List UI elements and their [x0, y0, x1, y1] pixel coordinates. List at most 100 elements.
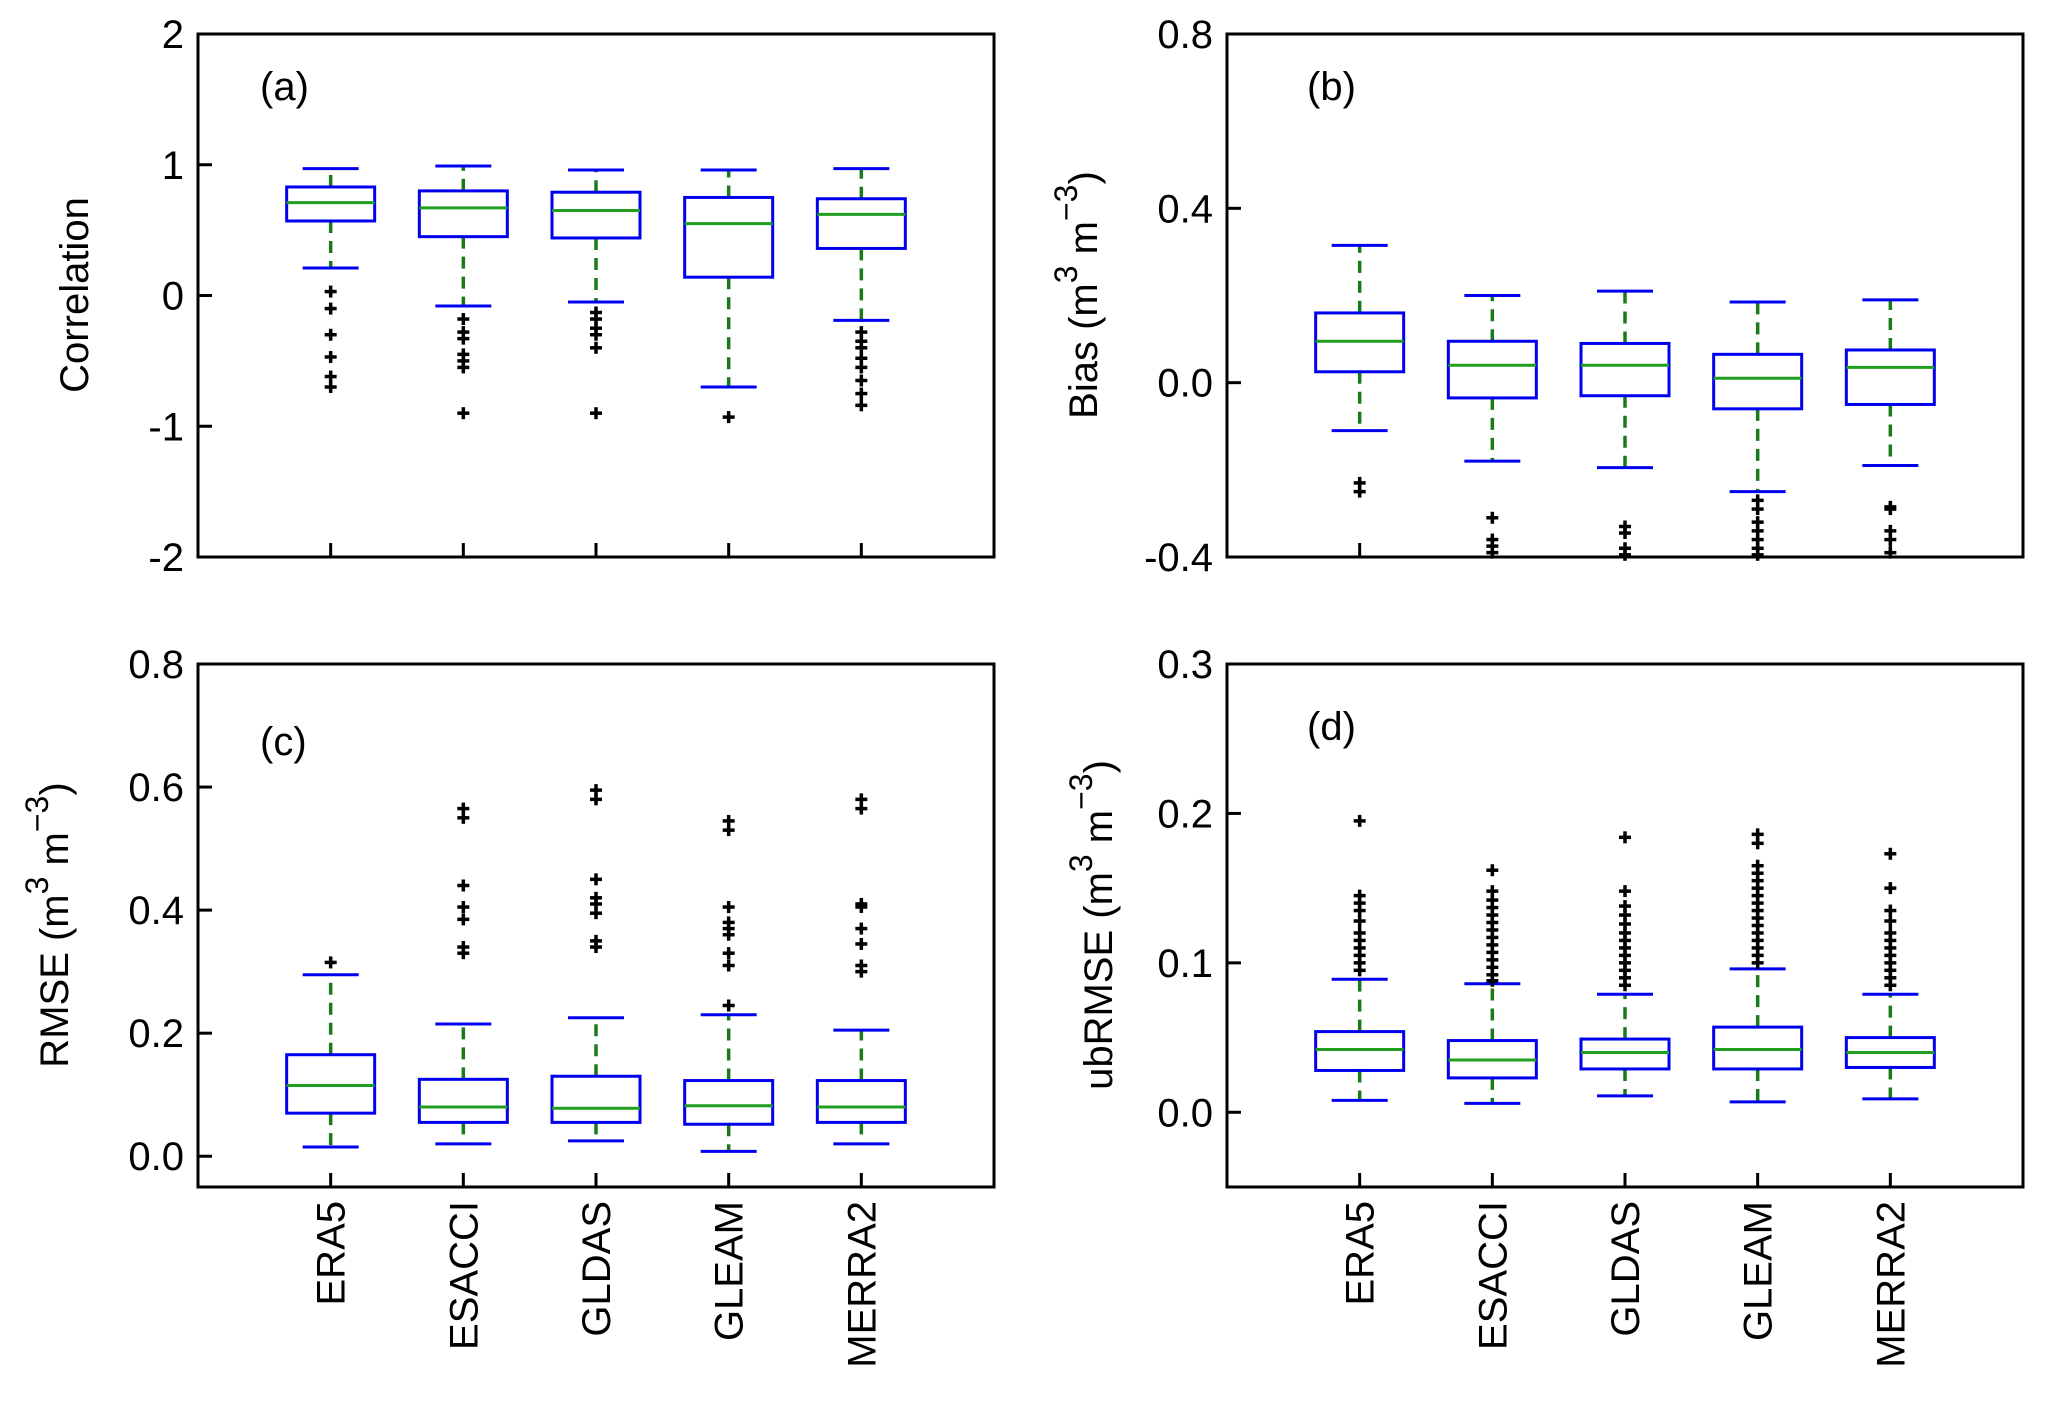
outlier-marker	[324, 381, 337, 394]
outlier-marker	[1619, 900, 1631, 913]
outlier-marker	[1619, 885, 1631, 898]
x-axis-labels-left: ERA5 ESACCI GLDAS GLEAM MERRA2	[310, 1201, 885, 1368]
outlier-marker	[1751, 548, 1764, 561]
box-merra2	[815, 1079, 907, 1124]
box-gldas	[550, 1074, 642, 1124]
panel-label: (a)	[260, 65, 309, 109]
outlier-marker	[855, 399, 868, 412]
outlier-marker	[1884, 546, 1897, 559]
outlier-marker	[590, 873, 602, 886]
category-label-era5: ERA5	[1339, 1201, 1383, 1306]
outlier-marker	[722, 814, 735, 827]
outlier-marker	[855, 387, 868, 400]
outlier-marker	[1884, 882, 1897, 895]
outlier-marker	[855, 793, 868, 806]
outlier-marker	[1353, 485, 1366, 498]
boxes	[285, 164, 907, 557]
outlier-marker	[1751, 859, 1764, 872]
outlier-marker	[855, 374, 868, 387]
outlier-marker	[722, 411, 735, 424]
y-axis-title: RMSE (m3 m−3)	[19, 782, 77, 1067]
y-tick-label: -1	[148, 405, 184, 449]
outlier-marker	[457, 879, 470, 892]
boxes	[1314, 814, 1936, 1187]
box-gleam	[683, 195, 775, 279]
outlier-marker	[855, 361, 868, 374]
x-axis-labels-right: ERA5 ESACCI GLDAS GLEAM MERRA2	[1339, 1201, 1914, 1368]
box-esacci	[417, 189, 509, 239]
box-gleam	[1712, 352, 1804, 411]
y-tick-label: 0.1	[1157, 942, 1213, 986]
category-label-era5: ERA5	[310, 1201, 354, 1306]
category-label-gleam: GLEAM	[1737, 1201, 1781, 1341]
y-axis-ticks: 0.0 0.1 0.2 0.3	[1157, 643, 1241, 1135]
box-merra2	[1844, 348, 1936, 406]
y-axis-title: ubRMSE (m3 m−3)	[1063, 760, 1121, 1090]
outlier-marker	[457, 361, 470, 374]
outlier-marker	[1353, 814, 1366, 827]
y-tick-label: -0.4	[1144, 536, 1213, 580]
outlier-marker	[722, 959, 735, 972]
outlier-marker	[324, 370, 337, 383]
y-tick-label: 0.4	[128, 889, 184, 933]
category-label-merra2: MERRA2	[840, 1201, 884, 1368]
boxes	[285, 784, 907, 1187]
outlier-marker	[722, 947, 735, 960]
panel-a: (a) Correlation -2 -1 0 1 2	[53, 13, 996, 580]
y-axis-title: Correlation	[53, 197, 97, 393]
outlier-marker	[457, 802, 470, 815]
y-tick-label: 0.6	[128, 766, 184, 810]
category-label-merra2: MERRA2	[1869, 1201, 1913, 1368]
outlier-marker	[1353, 915, 1366, 928]
outlier-marker	[1884, 904, 1897, 917]
outlier-marker	[855, 922, 868, 935]
outlier-marker	[457, 901, 470, 914]
outlier-marker	[1486, 864, 1499, 877]
y-tick-label: 0.0	[1157, 1091, 1213, 1135]
outlier-marker	[324, 285, 337, 298]
outlier-marker	[1353, 889, 1366, 902]
outlier-marker	[590, 891, 602, 904]
box-esacci	[417, 1077, 509, 1124]
outlier-marker	[590, 934, 602, 947]
panel-label: (c)	[260, 720, 307, 764]
y-axis-ticks: 0.0 0.2 0.4 0.6 0.8	[128, 643, 212, 1179]
outlier-marker	[1751, 828, 1764, 841]
y-axis-title: Bias (m3 m−3)	[1048, 171, 1106, 419]
outlier-marker	[855, 937, 868, 950]
outlier-marker	[1619, 831, 1631, 844]
outlier-marker	[1884, 847, 1897, 860]
outlier-marker	[457, 332, 470, 345]
y-tick-label: 0.8	[1157, 13, 1213, 57]
category-label-gldas: GLDAS	[575, 1201, 619, 1337]
outlier-marker	[1619, 527, 1631, 540]
category-label-esacci: ESACCI	[442, 1201, 486, 1350]
y-tick-label: 0.0	[1157, 362, 1213, 406]
outlier-marker	[1884, 926, 1897, 939]
outlier-marker	[1619, 548, 1631, 561]
panel-d: (d) ubRMSE (m3 m−3) 0.0 0.1 0.2 0.3	[1063, 643, 2025, 1189]
box-esacci	[1446, 339, 1538, 400]
y-tick-label: 1	[162, 144, 184, 188]
y-tick-label: 0.4	[1157, 187, 1213, 231]
category-label-esacci: ESACCI	[1471, 1201, 1515, 1350]
box-gleam	[683, 1079, 775, 1126]
outlier-marker	[324, 350, 337, 363]
panel-label: (b)	[1307, 65, 1356, 109]
category-label-gleam: GLEAM	[708, 1201, 752, 1341]
outlier-marker	[1884, 533, 1897, 546]
outlier-marker	[855, 959, 868, 972]
box-gldas	[1579, 341, 1671, 398]
y-tick-label: 2	[162, 13, 184, 57]
outlier-marker	[590, 407, 602, 420]
box-merra2	[815, 197, 907, 250]
outlier-marker	[590, 784, 602, 797]
outlier-marker	[590, 328, 602, 341]
outlier-marker	[1486, 885, 1499, 898]
outlier-marker	[324, 956, 337, 969]
outlier-marker	[457, 913, 470, 926]
box-gldas	[550, 190, 642, 240]
outlier-marker	[324, 302, 337, 315]
y-tick-label: 0	[162, 275, 184, 319]
